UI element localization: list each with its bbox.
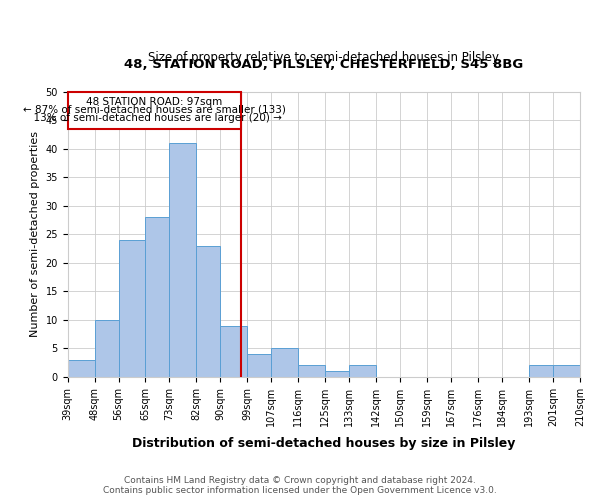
Bar bbox=[220, 326, 247, 377]
Title: Size of property relative to semi-detached houses in Pilsley: Size of property relative to semi-detach… bbox=[148, 52, 499, 64]
Text: 48, STATION ROAD, PILSLEY, CHESTERFIELD, S45 8BG: 48, STATION ROAD, PILSLEY, CHESTERFIELD,… bbox=[124, 58, 523, 70]
Y-axis label: Number of semi-detached properties: Number of semi-detached properties bbox=[30, 132, 40, 338]
Text: ← 87% of semi-detached houses are smaller (133): ← 87% of semi-detached houses are smalle… bbox=[23, 105, 286, 115]
Bar bbox=[145, 217, 169, 377]
Bar bbox=[247, 354, 271, 377]
Bar bbox=[68, 92, 241, 129]
Text: 13% of semi-detached houses are larger (20) →: 13% of semi-detached houses are larger (… bbox=[27, 113, 282, 123]
Bar bbox=[196, 246, 220, 377]
Bar bbox=[325, 371, 349, 377]
Bar bbox=[119, 240, 145, 377]
X-axis label: Distribution of semi-detached houses by size in Pilsley: Distribution of semi-detached houses by … bbox=[132, 437, 515, 450]
Bar bbox=[68, 360, 95, 377]
Bar bbox=[95, 320, 119, 377]
Bar bbox=[169, 143, 196, 377]
Bar bbox=[553, 366, 580, 377]
Text: 48 STATION ROAD: 97sqm: 48 STATION ROAD: 97sqm bbox=[86, 97, 223, 107]
Text: Contains HM Land Registry data © Crown copyright and database right 2024.
Contai: Contains HM Land Registry data © Crown c… bbox=[103, 476, 497, 495]
Bar bbox=[271, 348, 298, 377]
Bar bbox=[349, 366, 376, 377]
Bar bbox=[529, 366, 553, 377]
Bar bbox=[298, 366, 325, 377]
